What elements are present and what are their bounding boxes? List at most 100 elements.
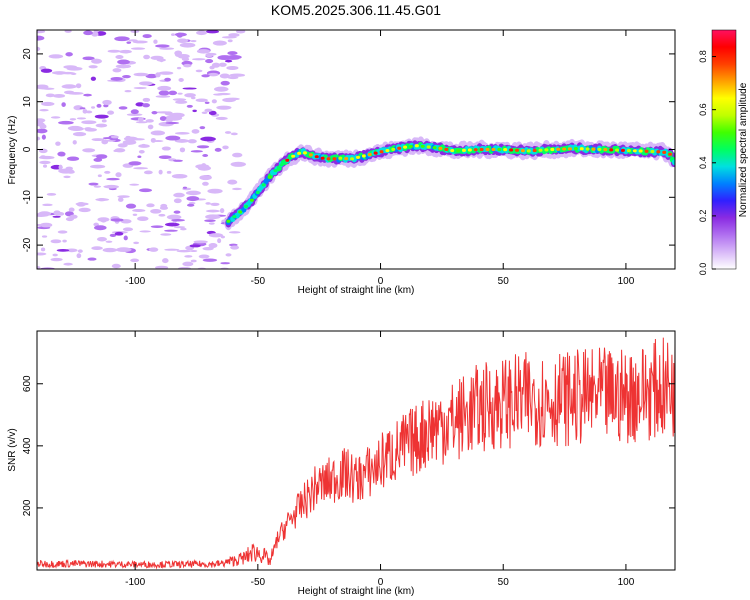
ridge-peak xyxy=(656,150,661,154)
noise-blob xyxy=(37,128,48,134)
noise-blob xyxy=(166,170,172,174)
noise-blob xyxy=(217,238,222,244)
noise-blob xyxy=(177,92,183,95)
ridge-peak xyxy=(261,183,266,187)
noise-blob xyxy=(104,170,111,174)
noise-blob xyxy=(210,202,220,206)
noise-blob xyxy=(190,96,196,100)
noise-blob xyxy=(198,254,210,259)
colorbar-frame xyxy=(711,29,737,270)
noise-blob xyxy=(114,36,130,42)
ridge-peak xyxy=(467,148,472,152)
spectrogram-x-tick-label: 50 xyxy=(498,276,510,287)
chart-title: KOM5.2025.306.11.45.G01 xyxy=(271,2,441,18)
spectrogram-x-tick-label: -100 xyxy=(125,276,145,287)
ridge-peak xyxy=(461,148,466,152)
noise-blob xyxy=(93,222,99,227)
noise-blob xyxy=(225,57,240,60)
noise-blob xyxy=(159,47,175,50)
ridge-peak xyxy=(444,147,449,152)
spectrogram-y-tick-label: 20 xyxy=(22,48,33,60)
noise-blob xyxy=(91,31,99,37)
noise-blob xyxy=(132,213,138,216)
noise-blob xyxy=(60,71,76,75)
noise-blob xyxy=(103,185,115,188)
noise-blob xyxy=(93,185,102,188)
noise-blob xyxy=(182,261,194,267)
noise-blob xyxy=(50,239,62,244)
spectrogram-y-tick-label: -20 xyxy=(22,237,33,252)
noise-blob xyxy=(201,111,208,114)
ridge-peak xyxy=(556,147,561,151)
noise-blob xyxy=(213,93,224,96)
ridge-peak xyxy=(544,148,549,152)
noise-blob xyxy=(123,235,128,241)
noise-blob xyxy=(216,105,232,110)
noise-blob xyxy=(50,257,63,262)
ridge-peak xyxy=(514,148,519,152)
noise-blob xyxy=(107,49,121,53)
ridge-peak xyxy=(273,168,278,173)
noise-blob xyxy=(176,66,182,70)
noise-blob xyxy=(110,218,124,222)
ridge-peak xyxy=(379,150,384,154)
noise-blob xyxy=(172,98,187,101)
noise-blob xyxy=(102,99,112,106)
noise-blob xyxy=(62,239,67,243)
snr-frame xyxy=(36,330,676,571)
ridge-peak xyxy=(538,148,543,152)
noise-blob xyxy=(158,213,166,217)
noise-blob xyxy=(174,132,190,135)
noise-blob xyxy=(111,263,121,269)
noise-blob xyxy=(87,257,97,261)
noise-blob xyxy=(69,126,85,131)
noise-blob xyxy=(106,177,120,181)
ridge-peak xyxy=(668,152,673,156)
noise-blob xyxy=(55,141,61,146)
noise-blob xyxy=(90,76,97,81)
ridge-peak xyxy=(361,154,366,158)
noise-blob xyxy=(164,77,171,82)
noise-blob xyxy=(63,175,71,179)
noise-blob xyxy=(161,146,171,151)
noise-blob xyxy=(42,203,53,207)
ridge-peak xyxy=(279,163,284,167)
noise-blob xyxy=(91,106,96,109)
noise-blob xyxy=(220,235,225,239)
noise-blob xyxy=(133,87,147,90)
noise-blob xyxy=(186,196,200,202)
noise-blob xyxy=(190,40,197,43)
noise-blob xyxy=(150,130,166,136)
ridge-peak xyxy=(338,156,343,160)
noise-blob xyxy=(172,159,184,162)
noise-blob xyxy=(126,113,143,117)
ridge-peak xyxy=(456,149,461,153)
noise-blob xyxy=(190,259,197,263)
spectrogram-x-ticks: -100 -50 0 50 100 xyxy=(125,30,635,287)
noise-blob xyxy=(137,117,144,122)
noise-blob xyxy=(38,211,52,217)
noise-blob xyxy=(151,110,158,115)
noise-blob xyxy=(199,175,212,181)
noise-blob xyxy=(72,140,77,145)
noise-blob xyxy=(110,76,123,81)
noise-blob xyxy=(214,86,229,92)
snr-x-tick-label: -50 xyxy=(251,577,266,588)
spectrogram-marks xyxy=(37,30,675,269)
noise-blob xyxy=(142,97,151,102)
noise-blob xyxy=(95,154,108,159)
noise-blob xyxy=(72,131,87,137)
ridge-peak xyxy=(585,147,590,151)
noise-blob xyxy=(79,107,86,110)
noise-blob xyxy=(42,87,55,90)
noise-blob xyxy=(94,225,107,231)
noise-blob xyxy=(128,161,142,166)
noise-blob xyxy=(83,30,93,36)
colorbar-tick-label: 0.6 xyxy=(698,103,708,116)
noise-blob xyxy=(139,81,153,86)
noise-blob xyxy=(205,59,214,64)
noise-blob xyxy=(159,57,164,63)
ridge-peak xyxy=(491,147,496,152)
noise-blob xyxy=(126,41,132,44)
